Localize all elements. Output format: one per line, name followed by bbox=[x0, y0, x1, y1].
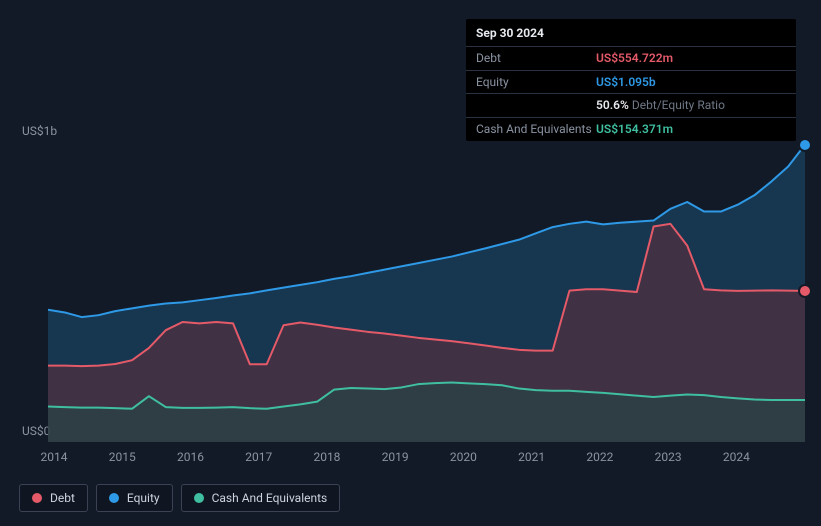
end-marker-debt bbox=[800, 286, 810, 296]
tooltip-value-cash: US$154.371m bbox=[596, 121, 786, 138]
tooltip-row-equity: Equity US$1.095b bbox=[466, 71, 796, 95]
tooltip-label-cash: Cash And Equivalents bbox=[476, 121, 596, 138]
tooltip-value-equity: US$1.095b bbox=[596, 74, 786, 91]
tooltip-ratio-number: 50.6% bbox=[596, 98, 629, 112]
y-axis-label-top: US$1b bbox=[22, 124, 57, 138]
chart-tooltip: Sep 30 2024 Debt US$554.722m Equity US$1… bbox=[466, 19, 796, 141]
tooltip-ratio-suffix: Debt/Equity Ratio bbox=[632, 98, 725, 112]
legend-cash-label: Cash And Equivalents bbox=[212, 491, 328, 505]
legend-equity-label: Equity bbox=[127, 491, 160, 505]
tooltip-value-ratio: 50.6% Debt/Equity Ratio bbox=[596, 97, 786, 114]
tooltip-row-cash: Cash And Equivalents US$154.371m bbox=[466, 118, 796, 141]
legend-debt-dot-icon bbox=[32, 493, 42, 503]
tooltip-label-equity: Equity bbox=[476, 74, 596, 91]
legend-cash[interactable]: Cash And Equivalents bbox=[181, 484, 341, 512]
chart-legend: Debt Equity Cash And Equivalents bbox=[19, 484, 340, 512]
tooltip-row-ratio: 50.6% Debt/Equity Ratio bbox=[466, 94, 796, 118]
legend-debt[interactable]: Debt bbox=[19, 484, 88, 512]
tooltip-value-debt: US$554.722m bbox=[596, 50, 786, 67]
legend-debt-label: Debt bbox=[50, 491, 75, 505]
tooltip-label-ratio bbox=[476, 97, 596, 114]
financials-chart-root: { "chart": { "type": "area", "background… bbox=[0, 0, 821, 526]
end-marker-equity bbox=[800, 140, 810, 150]
legend-equity-dot-icon bbox=[109, 493, 119, 503]
chart-svg bbox=[48, 142, 805, 442]
legend-cash-dot-icon bbox=[194, 493, 204, 503]
tooltip-title: Sep 30 2024 bbox=[466, 19, 796, 47]
tooltip-row-debt: Debt US$554.722m bbox=[466, 47, 796, 71]
y-axis-label-bottom: US$0 bbox=[22, 424, 50, 438]
tooltip-label-debt: Debt bbox=[476, 50, 596, 67]
chart-plot-area[interactable] bbox=[48, 142, 805, 442]
legend-equity[interactable]: Equity bbox=[96, 484, 173, 512]
